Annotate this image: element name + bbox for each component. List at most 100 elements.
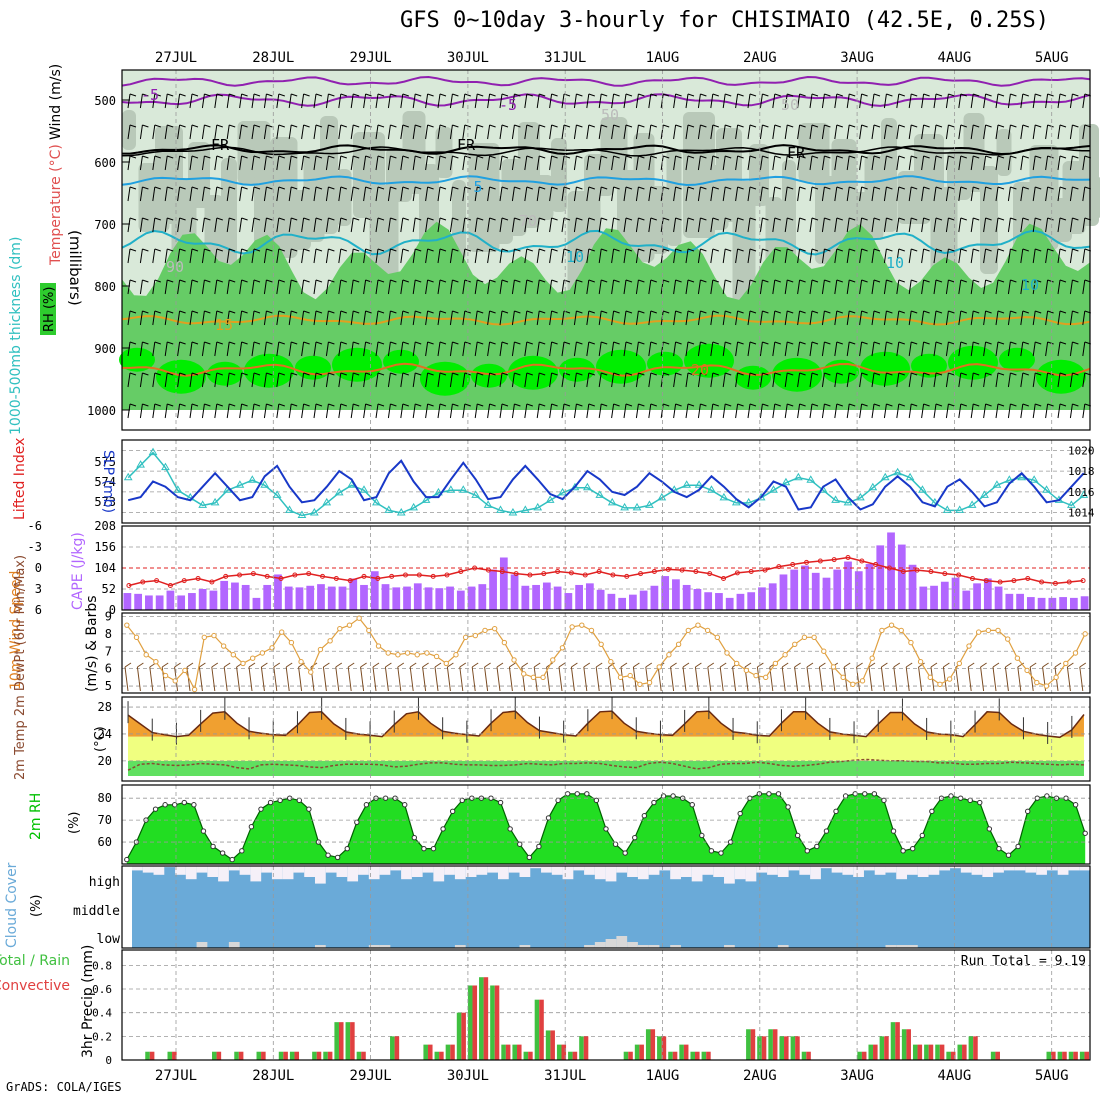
wind-barb-tick: [675, 403, 682, 407]
cloud-high-bar: [680, 866, 692, 877]
wind10-barb-tick: [124, 662, 132, 668]
precip-total-bar: [556, 1044, 562, 1060]
wind-barb-tick: [204, 341, 211, 345]
wind-barb: [139, 372, 143, 388]
wind-barb-tick: [886, 186, 893, 190]
wind-barb-tick: [663, 310, 670, 314]
precip-total-bar: [312, 1051, 317, 1060]
wind-barb: [325, 372, 329, 388]
wind-barb-tick: [700, 372, 707, 376]
wind-barb-tick: [824, 341, 831, 345]
wind-barb: [487, 93, 491, 109]
wind-barb-tick: [1035, 186, 1042, 190]
wind-barb: [710, 93, 714, 109]
wind-barb-tick: [154, 372, 161, 376]
wind-barb-tick: [303, 93, 310, 97]
wind-barb: [933, 93, 937, 109]
rh-bright-blob: [735, 365, 771, 390]
wind-barb: [995, 372, 999, 388]
wind-barb-tick: [1047, 155, 1054, 159]
cape-bar: [1069, 597, 1078, 610]
wind-barb-tick: [427, 403, 434, 407]
wind-barb: [685, 279, 689, 295]
wind-barb: [201, 124, 205, 140]
wind-barb-tick: [191, 372, 199, 376]
wind-barb: [573, 279, 577, 295]
wind-barb: [598, 341, 602, 357]
rh-bright-blob: [383, 349, 419, 374]
li-point: [956, 572, 962, 578]
precip-conv-bar: [572, 1051, 578, 1060]
wind-barb-tick: [1035, 155, 1042, 159]
cloud-low-bar: [196, 942, 208, 948]
wind-speed-point: [646, 679, 653, 686]
wind-speed-point: [637, 681, 643, 688]
precip-total-bar: [868, 1044, 874, 1060]
wind10-barb: [136, 666, 141, 692]
wind-barb-tick: [1072, 124, 1079, 128]
wind-barb: [177, 248, 181, 264]
thickness-point: [856, 492, 865, 501]
wind-barb-tick: [452, 403, 459, 407]
wind-barb-tick: [266, 279, 273, 283]
wind-barb: [474, 124, 478, 140]
wind-barb: [474, 279, 478, 295]
wind-barbs: [127, 93, 1091, 419]
wind-barb-tick: [1072, 186, 1079, 190]
date-label-bottom: 31JUL: [544, 1068, 586, 1084]
wind-barb: [474, 186, 478, 202]
wind-barb: [449, 93, 453, 109]
wind-barb: [623, 155, 627, 171]
wind-barb-tick: [216, 341, 223, 345]
wind-barb-tick: [861, 372, 868, 376]
wind-barb: [400, 217, 404, 233]
wind-barb: [871, 93, 875, 109]
wind-barb: [834, 186, 838, 202]
wind-barb: [883, 403, 887, 419]
wind-barb-tick: [923, 341, 930, 345]
wind-barb-tick: [588, 341, 595, 345]
wind-barb: [908, 403, 912, 419]
precip-conv-bar: [149, 1051, 155, 1060]
wind-barb-tick: [415, 155, 422, 159]
wind-barb-tick: [266, 403, 273, 407]
wind-barb: [164, 372, 168, 388]
wind-barb-tick: [836, 310, 843, 314]
thickness-point: [434, 487, 443, 496]
li-point: [1039, 579, 1045, 585]
wind-barb-tick: [613, 155, 620, 159]
li-point: [914, 567, 920, 573]
wind-speed-point: [1024, 667, 1030, 674]
wind-barb-tick: [973, 310, 980, 314]
rh2m-point: [670, 793, 676, 799]
wind-barb: [276, 186, 280, 202]
wind-barb: [747, 93, 751, 109]
cloud-high-bar: [810, 866, 821, 880]
wind-barb: [623, 403, 627, 419]
wind-barb-tick: [638, 124, 645, 128]
thickness-point: [520, 505, 530, 513]
rh2m-point: [1015, 843, 1021, 850]
precip-total-bar: [145, 1051, 150, 1060]
wind-barb-tick: [315, 248, 323, 252]
wind-barb-tick: [960, 93, 967, 97]
wind-barb-tick: [377, 155, 385, 159]
wind-barb-tick: [266, 341, 273, 345]
rh2m-point: [909, 845, 916, 852]
wind10-barb: [794, 666, 799, 692]
wind-barb: [983, 279, 987, 295]
wind-barb: [1069, 217, 1073, 233]
wind-barb-tick: [687, 93, 695, 97]
wind-barb: [1032, 248, 1036, 264]
rh2m-point: [1072, 802, 1079, 808]
wind-barb-tick: [1059, 248, 1067, 252]
wind10-barb: [285, 666, 290, 692]
precip-conv-bar: [761, 1036, 767, 1060]
wind-barb: [487, 372, 491, 388]
wind-barb: [177, 93, 181, 109]
wind-barb-tick: [973, 341, 980, 345]
wind-barb: [871, 403, 875, 419]
wind-barb: [908, 279, 912, 295]
wind-barb-tick: [638, 155, 645, 159]
wind-barb: [970, 372, 974, 388]
